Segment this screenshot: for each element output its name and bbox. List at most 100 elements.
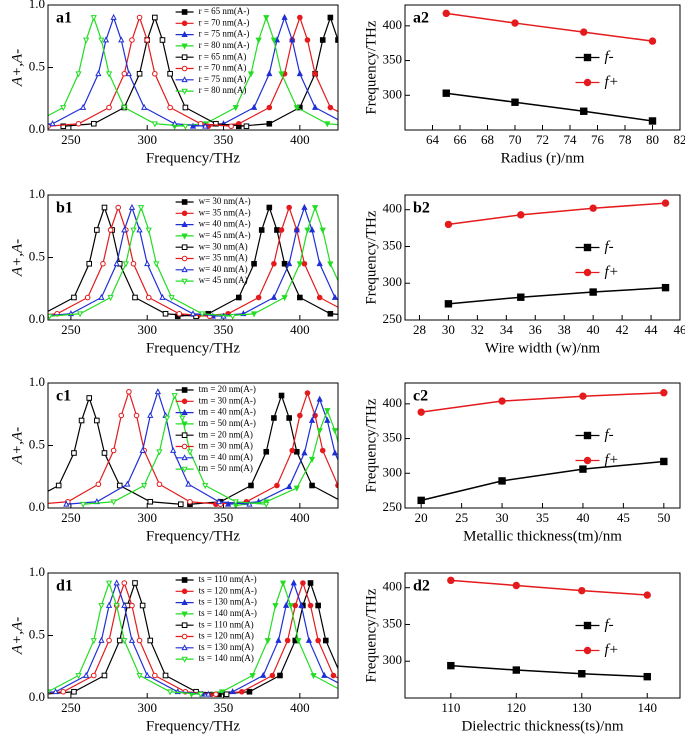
y-axis-label: A+,A- xyxy=(9,49,25,87)
plot-frame xyxy=(404,194,681,321)
marker xyxy=(159,293,166,300)
x-tick-label: 250 xyxy=(61,132,81,147)
marker xyxy=(197,691,204,698)
marker xyxy=(106,637,112,644)
legend-label: f- xyxy=(605,49,614,65)
marker xyxy=(290,579,297,586)
y-tick-label: 300 xyxy=(383,652,403,667)
marker xyxy=(300,580,306,586)
marker xyxy=(660,389,668,397)
marker xyxy=(389,124,394,129)
x-tick-label: 25 xyxy=(455,510,468,525)
x-tick-label: 350 xyxy=(214,132,234,147)
marker xyxy=(281,13,288,20)
marker xyxy=(132,294,138,301)
legend-label: w= 35 nm(A-) xyxy=(199,207,251,217)
marker xyxy=(181,199,188,205)
x-tick-label: 68 xyxy=(481,132,494,147)
x-tick-label: 34 xyxy=(500,322,514,337)
legend-label: f+ xyxy=(605,642,619,658)
y-tick-label: 250 xyxy=(383,311,403,326)
legend-label: r = 80 nm(A-) xyxy=(199,40,250,50)
marker xyxy=(301,260,308,267)
marker xyxy=(181,9,188,15)
marker xyxy=(232,499,239,506)
x-axis-label: Wire width (w)/nm xyxy=(485,340,601,356)
marker xyxy=(579,465,587,473)
marker xyxy=(144,671,151,678)
marker xyxy=(643,591,651,599)
marker xyxy=(121,638,128,645)
marker xyxy=(578,586,586,595)
marker xyxy=(305,636,313,643)
x-tick-label: 250 xyxy=(61,322,81,337)
marker xyxy=(94,227,100,233)
marker xyxy=(363,311,368,315)
x-tick-label: 250 xyxy=(61,510,81,525)
legend-label: tm = 40 nm(A-) xyxy=(199,407,256,417)
series-line xyxy=(448,202,666,226)
y-tick-label: 300 xyxy=(383,86,403,101)
marker xyxy=(293,448,300,455)
plot-frame xyxy=(404,572,681,699)
y-axis-label: A+,A- xyxy=(9,239,25,277)
marker xyxy=(224,500,232,507)
marker xyxy=(282,601,290,608)
marker xyxy=(583,268,592,277)
plot-area xyxy=(447,576,651,681)
y-tick-label: 300 xyxy=(383,464,403,479)
marker xyxy=(84,294,91,301)
marker xyxy=(181,387,188,393)
marker xyxy=(129,37,135,43)
legend-label: r = 65 nm(A-) xyxy=(199,6,250,16)
marker xyxy=(83,37,90,44)
marker xyxy=(202,122,209,129)
x-tick-label: 36 xyxy=(529,322,543,337)
plot-frame xyxy=(404,4,681,131)
marker xyxy=(316,260,323,267)
marker xyxy=(343,296,348,300)
marker xyxy=(144,260,151,267)
marker xyxy=(98,293,105,300)
marker xyxy=(498,477,506,485)
marker xyxy=(315,637,321,644)
marker xyxy=(339,673,344,678)
marker xyxy=(52,688,59,695)
marker xyxy=(0,124,5,128)
marker xyxy=(71,450,77,456)
legend-label: r = 75 nm(A-) xyxy=(199,29,250,39)
legend-label: w= 45 nm(A) xyxy=(199,275,248,285)
y-tick-label: 250 xyxy=(383,499,403,514)
y-tick-label: 350 xyxy=(383,430,403,445)
marker xyxy=(105,601,113,608)
marker xyxy=(287,603,294,610)
marker xyxy=(167,70,173,77)
marker xyxy=(162,310,169,317)
marker xyxy=(420,124,425,129)
legend-label: ts = 110 nm(A) xyxy=(199,619,254,629)
marker xyxy=(319,447,326,454)
x-tick-label: 72 xyxy=(536,132,549,147)
plot-frame xyxy=(47,572,339,699)
x-tick-label: 130 xyxy=(572,700,592,715)
marker xyxy=(121,226,128,233)
marker xyxy=(101,450,108,456)
marker xyxy=(352,689,357,693)
x-tick-label: 76 xyxy=(591,132,605,147)
marker xyxy=(79,501,87,508)
legend-label: tm = 40 nm(A) xyxy=(199,452,253,462)
x-tick-label: 64 xyxy=(426,132,440,147)
marker xyxy=(331,293,338,300)
y-tick-label: 1.0 xyxy=(29,186,45,201)
marker xyxy=(113,603,120,610)
legend-label: w= 35 nm(A) xyxy=(199,253,248,263)
legend-label: f- xyxy=(605,617,614,633)
marker xyxy=(301,449,308,456)
marker xyxy=(301,203,308,210)
x-tick-label: 350 xyxy=(214,322,234,337)
marker xyxy=(309,482,315,489)
marker xyxy=(181,622,188,629)
marker xyxy=(589,288,597,296)
marker xyxy=(348,484,353,488)
marker xyxy=(579,392,587,400)
